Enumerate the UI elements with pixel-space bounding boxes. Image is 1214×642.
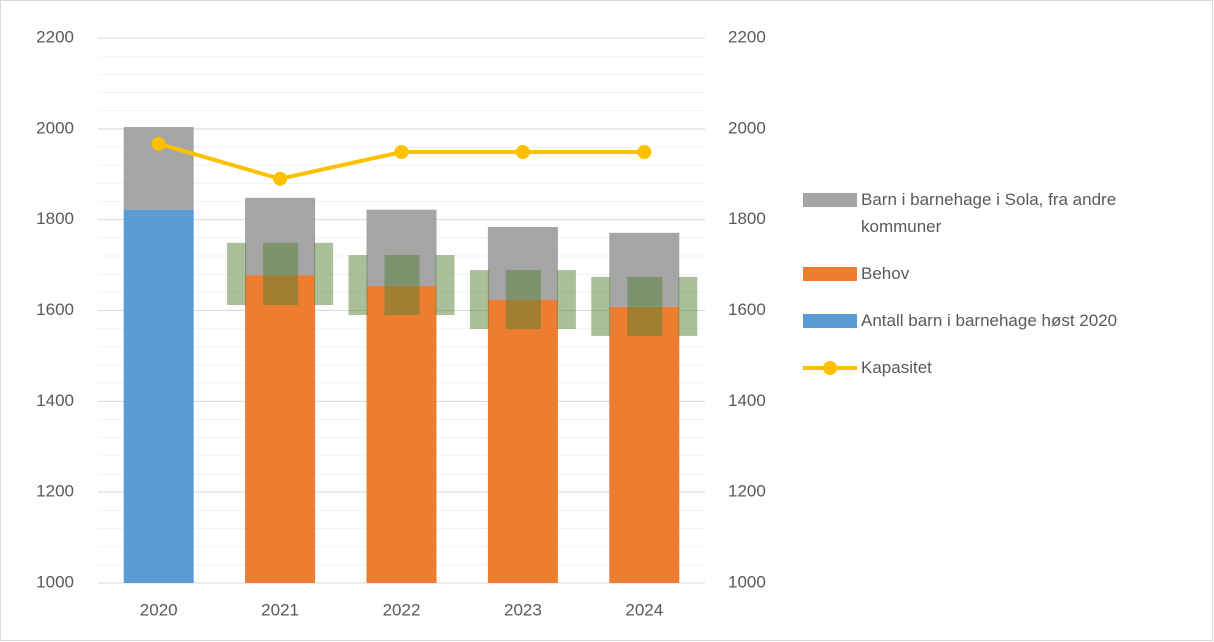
legend: Barn i barnehage i Sola, fra andre kommu… xyxy=(803,186,1203,401)
y2-tick-label: 1800 xyxy=(728,209,766,228)
legend-swatch xyxy=(803,354,857,381)
range-band xyxy=(314,242,334,306)
x-tick-label: 2022 xyxy=(383,600,421,619)
range-band xyxy=(556,270,576,330)
legend-item: Behov xyxy=(803,260,1203,287)
range-band xyxy=(348,255,368,316)
bar xyxy=(609,306,680,583)
line-marker xyxy=(515,144,530,159)
range-band xyxy=(627,276,663,336)
y2-tick-label: 1200 xyxy=(728,482,766,501)
x-tick-label: 2023 xyxy=(504,600,542,619)
legend-label: Behov xyxy=(861,264,910,283)
legend-item: Kapasitet xyxy=(803,354,1203,381)
range-band xyxy=(263,242,299,306)
line-marker xyxy=(394,144,409,159)
y-tick-label: 1000 xyxy=(36,572,74,591)
line-marker xyxy=(151,136,166,151)
y-tick-label: 1200 xyxy=(36,482,74,501)
legend-item: Barn i barnehage i Sola, fra andre kommu… xyxy=(803,186,1203,240)
y2-tick-label: 2000 xyxy=(728,118,766,137)
bar xyxy=(123,209,194,584)
bar xyxy=(245,275,316,583)
y2-tick-label: 1600 xyxy=(728,300,766,319)
range-band xyxy=(678,276,698,336)
range-band xyxy=(469,270,489,330)
line-marker xyxy=(273,171,288,186)
range-band xyxy=(591,276,611,336)
x-tick-label: 2024 xyxy=(625,600,663,619)
y2-tick-label: 2200 xyxy=(728,27,766,46)
range-band xyxy=(435,255,455,316)
y-tick-label: 2000 xyxy=(36,118,74,137)
legend-swatch xyxy=(803,260,857,287)
bar xyxy=(487,300,558,583)
legend-swatch xyxy=(803,186,857,213)
y-tick-label: 1600 xyxy=(36,300,74,319)
legend-label: Kapasitet xyxy=(861,358,932,377)
y2-tick-label: 1400 xyxy=(728,391,766,410)
range-band xyxy=(384,255,420,316)
line-marker xyxy=(637,144,652,159)
range-band xyxy=(227,242,247,306)
legend-label: Antall barn i barnehage høst 2020 xyxy=(861,311,1118,330)
y2-tick-label: 1000 xyxy=(728,572,766,591)
y-tick-label: 2200 xyxy=(36,27,74,46)
bar xyxy=(366,285,437,583)
x-tick-label: 2020 xyxy=(140,600,178,619)
legend-swatch xyxy=(803,307,857,334)
y-tick-label: 1400 xyxy=(36,391,74,410)
legend-item: Antall barn i barnehage høst 2020 xyxy=(803,307,1203,334)
y-tick-label: 1800 xyxy=(36,209,74,228)
x-tick-label: 2021 xyxy=(261,600,299,619)
range-band xyxy=(505,270,541,330)
legend-label: Barn i barnehage i Sola, fra andre kommu… xyxy=(861,190,1117,236)
